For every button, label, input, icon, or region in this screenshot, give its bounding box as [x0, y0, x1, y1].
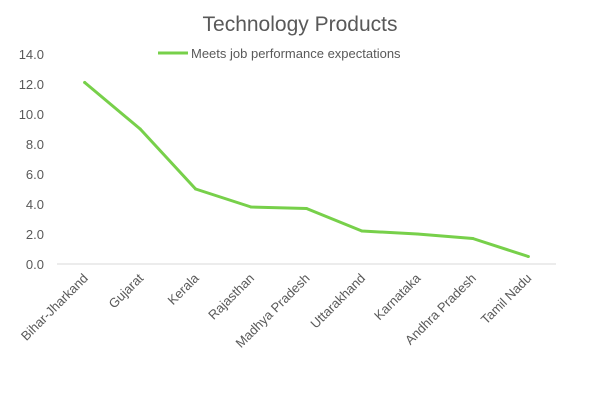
series-line [83, 81, 530, 258]
x-tick-label: Bihar-Jharkand [18, 271, 91, 344]
y-tick-label: 10.0 [19, 107, 44, 122]
y-tick-label: 6.0 [26, 167, 44, 182]
x-tick-label: Tamil Nadu [478, 271, 535, 328]
data-point [194, 187, 198, 191]
y-tick-label: 0.0 [26, 257, 44, 272]
y-axis: 0.0 2.0 4.0 6.0 8.0 10.0 12.0 14.0 [19, 47, 44, 272]
data-point [526, 255, 530, 258]
data-point [360, 229, 364, 233]
y-tick-label: 8.0 [26, 137, 44, 152]
legend-label: Meets job performance expectations [191, 46, 401, 61]
y-tick-label: 4.0 [26, 197, 44, 212]
data-point [249, 205, 253, 209]
data-point [83, 81, 87, 84]
y-tick-label: 14.0 [19, 47, 44, 62]
data-point [305, 207, 308, 210]
x-tick-label: Gujarat [106, 270, 147, 311]
x-axis: Bihar-Jharkand Gujarat Kerala RajasthanMadh… [18, 270, 534, 351]
data-point [471, 237, 475, 240]
x-tick-label: Rajasthan [205, 271, 257, 323]
data-point [415, 232, 419, 236]
chart-title: Technology Products [203, 13, 398, 36]
x-tick-label: Uttarakhand [307, 271, 368, 332]
data-point [138, 127, 142, 131]
y-tick-label: 12.0 [19, 77, 44, 92]
series-group [83, 81, 530, 258]
x-tick-label: Karnataka [371, 270, 424, 323]
y-tick-label: 2.0 [26, 227, 44, 242]
x-tick-label: Kerala [165, 270, 203, 308]
legend: Meets job performance expectations [158, 46, 401, 61]
